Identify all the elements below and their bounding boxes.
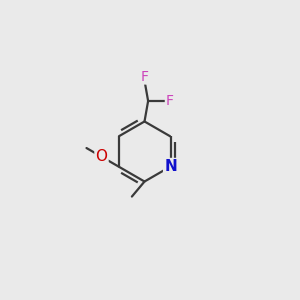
Text: F: F xyxy=(141,70,149,84)
Text: F: F xyxy=(165,94,173,108)
Text: O: O xyxy=(95,149,107,164)
Text: N: N xyxy=(164,159,177,174)
